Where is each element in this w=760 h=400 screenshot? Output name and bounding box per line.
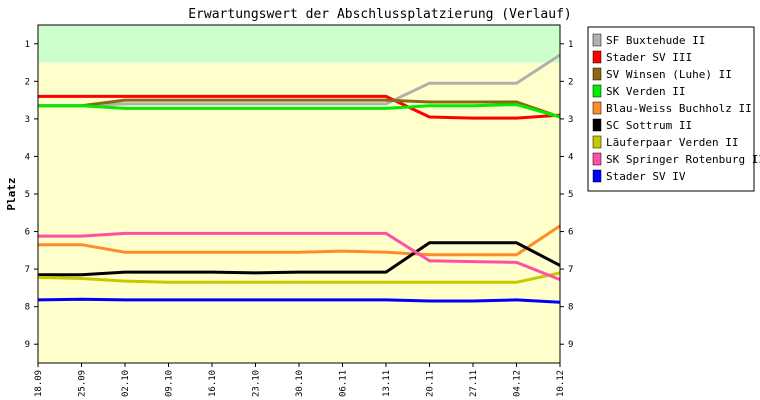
y-tick-label-right: 7 [568, 265, 573, 275]
legend-label-2: SV Winsen (Luhe) II [606, 68, 732, 81]
x-tick-label: 16.10 [208, 370, 218, 397]
x-tick-label: 13.11 [382, 370, 392, 397]
x-axis: 18.09 25.09 02.10 09.10 16.10 23.10 30.10 06.11… [34, 363, 566, 397]
legend-swatch-8 [592, 169, 602, 183]
series-line-0 [38, 53, 561, 108]
y-tick-label-left: 4 [25, 152, 30, 162]
legend-label-8: Stader SV IV [606, 170, 686, 183]
y-tick-label-right: 6 [568, 228, 573, 238]
y-tick-label-right: 9 [568, 340, 573, 350]
y-tick-label-left: 7 [25, 265, 30, 275]
legend-label-4: Blau-Weiss Buchholz II [606, 102, 752, 115]
y-tick-label-right: 5 [568, 190, 573, 200]
series-line-1 [38, 94, 561, 120]
y-tick-label-left: 3 [25, 115, 30, 125]
series-line-8 [37, 297, 561, 304]
x-tick-label: 25.09 [78, 370, 88, 397]
x-tick-label: 18.09 [34, 370, 44, 397]
series-line-5 [38, 241, 561, 277]
y-axis-label: Platz [5, 177, 18, 210]
plot-band-1 [38, 62, 560, 364]
plot-band-0 [38, 25, 560, 63]
series-line-3 [38, 103, 561, 119]
y-tick-label-left: 8 [25, 303, 30, 313]
legend-label-1: Stader SV III [606, 51, 692, 64]
legend-swatch-3 [592, 84, 602, 98]
legend-label-3: SK Verden II [606, 85, 685, 98]
y-tick-label-left: 6 [25, 228, 30, 238]
x-tick-label: 04.12 [513, 370, 523, 397]
x-tick-label: 02.10 [121, 370, 131, 397]
y-tick-label-right: 2 [568, 77, 573, 87]
legend-swatch-2 [592, 67, 602, 81]
series-lines [37, 53, 561, 304]
legend-label-0: SF Buxtehude II [606, 34, 705, 47]
y-axis-left: 1 2 3 4 5 6 7 8 9 [25, 40, 38, 350]
y-tick-label-right: 3 [568, 115, 573, 125]
x-tick-label: 06.11 [339, 370, 349, 397]
x-tick-label: 27.11 [469, 370, 479, 397]
y-tick-label-right: 1 [568, 40, 573, 50]
y-axis-right: 1 2 3 4 5 6 7 8 9 [560, 40, 573, 350]
series-line-6 [37, 271, 561, 284]
y-tick-label-left: 2 [25, 77, 30, 87]
plot-bands [38, 25, 560, 364]
legend-box [587, 26, 755, 192]
series-line-2 [38, 98, 561, 119]
legend-swatch-4 [592, 101, 602, 115]
x-tick-label: 23.10 [252, 370, 262, 397]
y-tick-label-left: 1 [25, 40, 30, 50]
legend-label-7: SK Springer Rotenburg II [606, 153, 760, 166]
x-tick-label: 20.11 [426, 370, 436, 397]
legend-swatch-5 [592, 118, 602, 132]
series-line-7 [38, 231, 561, 281]
legend-swatch-1 [592, 50, 602, 64]
x-tick-label: 30.10 [295, 370, 305, 397]
y-tick-label-left: 9 [25, 340, 30, 350]
legend-label-5: SC Sottrum II [606, 119, 692, 132]
y-tick-label-right: 8 [568, 303, 573, 313]
legend-swatch-7 [592, 152, 602, 166]
legend: SF Buxtehude II Stader SV III SV Winsen (L… [587, 26, 760, 192]
x-tick-label: 09.10 [165, 370, 175, 397]
x-tick-label: 10.12 [556, 370, 566, 397]
legend-swatch-6 [592, 135, 602, 149]
y-tick-label-right: 4 [568, 152, 573, 162]
chart-title: Erwartungswert der Abschlussplatzierung … [188, 7, 572, 22]
legend-swatch-0 [592, 33, 602, 47]
series-line-4 [38, 224, 561, 257]
legend-label-6: Läuferpaar Verden II [606, 136, 738, 149]
y-tick-label-left: 5 [25, 190, 30, 200]
